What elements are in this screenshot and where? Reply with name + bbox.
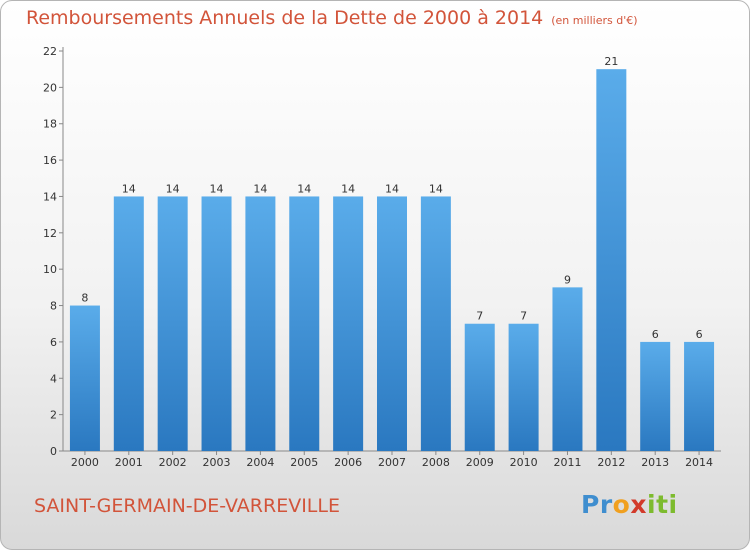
unit-label: (en milliers d'€) (551, 14, 638, 27)
bar-value-label: 14 (210, 182, 224, 195)
bar-value-label: 7 (476, 310, 483, 323)
title-text: Remboursements Annuels de la Dette de 20… (26, 7, 544, 29)
bar (333, 196, 364, 451)
bar-value-label: 14 (297, 182, 311, 195)
x-tick-label: 2013 (641, 456, 669, 469)
bar-value-label: 8 (81, 292, 88, 305)
y-tick-label: 12 (43, 227, 57, 240)
x-tick-label: 2006 (334, 456, 362, 469)
city-name: SAINT-GERMAIN-DE-VARREVILLE (34, 495, 340, 517)
x-tick-label: 2003 (203, 456, 231, 469)
x-tick-label: 2004 (246, 456, 274, 469)
bar-value-label: 14 (385, 182, 399, 195)
logo-letter: i (668, 490, 678, 519)
bar (377, 196, 407, 451)
x-tick-label: 2008 (422, 456, 450, 469)
bar (552, 287, 583, 451)
y-tick-label: 16 (43, 154, 57, 167)
logo-letter: o (612, 490, 631, 519)
bar (113, 196, 144, 451)
x-tick-label: 2001 (115, 456, 143, 469)
bar-value-label: 7 (520, 310, 527, 323)
y-tick-label: 6 (50, 336, 57, 349)
labels: 8 14 14 14 14 14 14 14 14 7 7 9 21 6 6 (81, 55, 702, 341)
y-tick-label: 0 (50, 445, 57, 458)
x-tick-label: 2014 (685, 456, 713, 469)
y-tick-label: 4 (50, 372, 57, 385)
logo-letter: t (656, 490, 669, 519)
bar (245, 196, 276, 451)
bar-value-label: 14 (429, 182, 443, 195)
bar (157, 196, 188, 451)
y-tick-label: 22 (43, 45, 57, 58)
x-tick-label: 2011 (553, 456, 581, 469)
y-tick-label: 2 (50, 409, 57, 422)
bar-value-label: 14 (122, 182, 136, 195)
bar (640, 341, 671, 451)
bars (69, 69, 715, 451)
bar (684, 341, 715, 451)
bar-value-label: 6 (652, 328, 659, 341)
bar (420, 196, 451, 451)
logo-letter: x (630, 490, 647, 519)
y-tick-label: 18 (43, 118, 57, 131)
x-tick-label: 2007 (378, 456, 406, 469)
x-tick-label: 2010 (510, 456, 538, 469)
y-tick-label: 14 (43, 190, 57, 203)
bar (596, 69, 627, 451)
bar (201, 196, 232, 451)
x-tick-label: 2002 (159, 456, 187, 469)
bar-value-label: 14 (253, 182, 267, 195)
bar-value-label: 14 (166, 182, 180, 195)
proxiti-logo: Proxiti (581, 490, 678, 519)
x-tick-label: 2000 (71, 456, 99, 469)
bar-value-label: 6 (696, 328, 703, 341)
x-tick-label: 2012 (597, 456, 625, 469)
x-tick-label: 2005 (290, 456, 318, 469)
bar-value-label: 9 (564, 273, 571, 286)
logo-letter: P (581, 490, 600, 519)
x-tick-label: 2009 (466, 456, 494, 469)
y-tick-label: 8 (50, 300, 57, 313)
bar (69, 305, 100, 451)
bar (464, 323, 495, 451)
bar-value-label: 21 (604, 55, 618, 68)
bar (289, 196, 320, 451)
chart-title: Remboursements Annuels de la Dette de 20… (26, 7, 638, 29)
logo-letter: i (647, 490, 657, 519)
logo-letter: r (599, 490, 613, 519)
y-tick-label: 10 (43, 263, 57, 276)
bar-value-label: 14 (341, 182, 355, 195)
y-tick-label: 20 (43, 81, 57, 94)
bar (508, 323, 539, 451)
